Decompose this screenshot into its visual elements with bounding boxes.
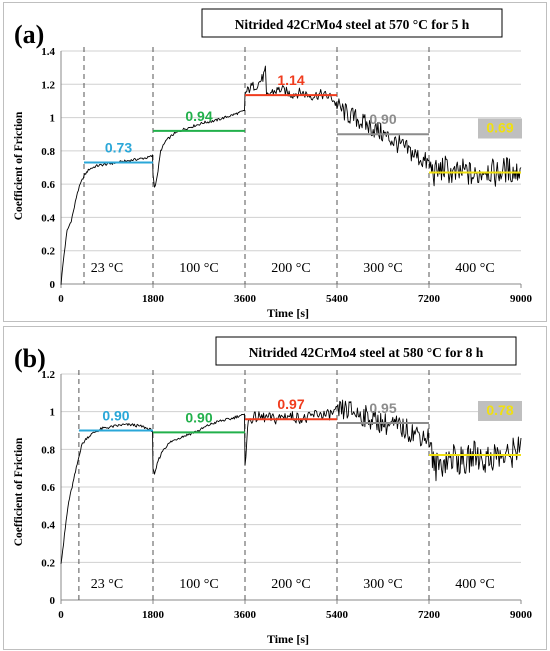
- average-value-label: 0.97: [277, 396, 304, 412]
- y-tick-label: 0.2: [41, 246, 55, 258]
- y-tick-label: 0: [50, 279, 56, 291]
- y-tick-label: 0.8: [41, 444, 55, 456]
- x-tick-label: 0: [58, 609, 64, 621]
- segment-temperature-label: 200 °C: [271, 261, 310, 276]
- segment-temperature-label: 200 °C: [271, 577, 310, 592]
- x-tick-label: 7200: [418, 609, 441, 621]
- chart-title: Nitrided 42CrMo4 steel at 580 °C for 8 h: [249, 345, 484, 360]
- x-tick-label: 5400: [326, 609, 349, 621]
- y-tick-label: 0.6: [41, 179, 55, 191]
- x-tick-label: 9000: [510, 609, 533, 621]
- segment-temperature-label: 300 °C: [363, 577, 402, 592]
- y-tick-label: 0.2: [41, 557, 55, 569]
- panel-label: (b): [14, 344, 46, 373]
- y-axis-label: Coefficient of Friction: [13, 437, 25, 546]
- x-tick-label: 3600: [234, 609, 257, 621]
- y-tick-label: 0.6: [41, 482, 55, 494]
- chart-svg-b: (b) Nitrided 42CrMo4 steel at 580 °C for…: [13, 336, 533, 646]
- y-axis-label: Coefficient of Friction: [13, 111, 25, 220]
- title-box: [215, 336, 517, 366]
- x-axis-label: Time [s]: [267, 632, 309, 646]
- title-box: [201, 8, 503, 38]
- y-tick-label: 0.4: [41, 520, 55, 532]
- chart-title: Nitrided 42CrMo4 steel at 570 °C for 5 h: [235, 17, 470, 32]
- x-tick-label: 7200: [418, 293, 441, 305]
- average-value-label: 0.94: [185, 108, 212, 124]
- average-value-label: 0.90: [102, 408, 129, 424]
- average-label-box: [478, 118, 522, 139]
- y-tick-label: 0.4: [41, 212, 55, 224]
- segment-temperature-label: 400 °C: [455, 261, 494, 276]
- y-tick-label: 1.4: [41, 46, 55, 58]
- friction-trace: [60, 65, 522, 285]
- segment-temperature-label: 300 °C: [363, 261, 402, 276]
- y-tick-label: 1.2: [41, 79, 55, 91]
- y-tick-label: 1.2: [41, 369, 55, 381]
- x-tick-label: 9000: [510, 293, 533, 305]
- chart-svg-a: (a) Nitrided 42CrMo4 steel at 570 °C for…: [13, 8, 533, 320]
- y-tick-label: 1: [50, 113, 56, 125]
- x-axis-label: Time [s]: [267, 306, 309, 320]
- average-value-label: 0.90: [185, 409, 212, 425]
- segment-temperature-label: 23 °C: [91, 261, 123, 276]
- x-tick-label: 1800: [142, 609, 165, 621]
- average-value-label: 1.14: [277, 72, 304, 88]
- x-tick-label: 5400: [326, 293, 349, 305]
- average-value-label: 0.73: [105, 140, 132, 156]
- chart-panel-a: (a) Nitrided 42CrMo4 steel at 570 °C for…: [3, 2, 547, 322]
- average-value-label: 0.69: [486, 119, 513, 135]
- panel-label: (a): [14, 20, 44, 49]
- x-tick-label: 3600: [234, 293, 257, 305]
- segment-temperature-label: 400 °C: [455, 577, 494, 592]
- average-value-label: 0.95: [369, 400, 396, 416]
- x-tick-label: 1800: [142, 293, 165, 305]
- average-value-label: 0.90: [369, 111, 396, 127]
- y-tick-label: 0.8: [41, 146, 55, 158]
- segment-temperature-label: 23 °C: [91, 577, 123, 592]
- y-tick-label: 0: [50, 595, 56, 607]
- chart-panel-b: (b) Nitrided 42CrMo4 steel at 580 °C for…: [3, 326, 547, 650]
- friction-trace: [60, 399, 522, 564]
- average-value-label: 0.78: [486, 402, 513, 418]
- segment-temperature-label: 100 °C: [179, 577, 218, 592]
- average-label-box: [478, 400, 522, 421]
- y-tick-label: 1: [50, 407, 56, 419]
- segment-temperature-label: 100 °C: [179, 261, 218, 276]
- x-tick-label: 0: [58, 293, 64, 305]
